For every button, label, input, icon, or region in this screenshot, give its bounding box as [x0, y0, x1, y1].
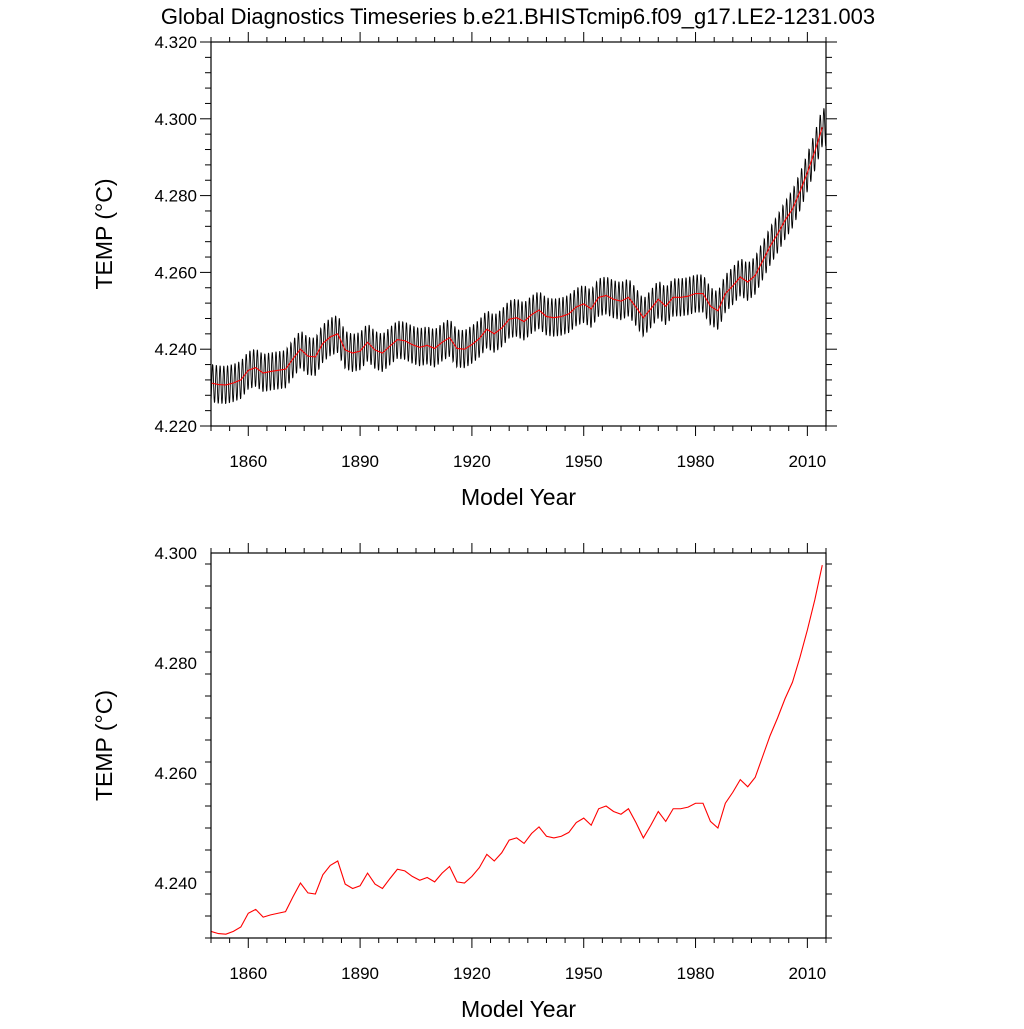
plot-frame [210, 552, 827, 939]
y-tick-label: 4.240 [154, 340, 197, 359]
y-tick-label: 4.300 [154, 544, 197, 563]
x-tick-label: 1920 [453, 452, 491, 471]
x-axis-title: Model Year [461, 996, 576, 1022]
y-tick-label: 4.260 [154, 764, 197, 783]
x-tick-label: 1980 [677, 964, 715, 983]
series-line-smoothed [211, 127, 823, 386]
x-tick-label: 1950 [565, 964, 603, 983]
x-tick-label: 1860 [229, 452, 267, 471]
upper-panel: 1860 1890 1920 1950 1980 2010 4.220 4.240 4.260 4… [91, 32, 837, 510]
y-tick-label: 4.260 [154, 263, 197, 282]
series-line-smoothed [211, 564, 823, 935]
x-tick-label: 2010 [788, 964, 826, 983]
y-axis-title: TEMP (°C) [91, 179, 117, 290]
plot-area [211, 108, 826, 404]
x-tick-label: 1890 [341, 452, 379, 471]
y-axis-title: TEMP (°C) [91, 690, 117, 801]
x-tick-label: 1950 [565, 452, 603, 471]
y-tick-label: 4.320 [154, 33, 197, 52]
plot-area [211, 564, 823, 935]
x-tick-label: 1890 [341, 964, 379, 983]
y-tick-label: 4.280 [154, 187, 197, 206]
x-tick-label: 1920 [453, 964, 491, 983]
x-axis-title: Model Year [461, 484, 576, 510]
plot-frame [210, 41, 827, 427]
series-line-monthly [211, 108, 826, 404]
lower-panel: 1860 1890 1920 1950 1980 2010 4.240 4.260 4.280 4… [91, 543, 832, 1022]
y-tick-label: 4.300 [154, 110, 197, 129]
y-tick-label: 4.220 [154, 417, 197, 436]
chart-title: Global Diagnostics Timeseries b.e21.BHIS… [161, 4, 875, 29]
x-tick-label: 1860 [229, 964, 267, 983]
x-tick-label: 1980 [677, 452, 715, 471]
x-tick-label: 2010 [788, 452, 826, 471]
y-tick-label: 4.240 [154, 874, 197, 893]
y-tick-label: 4.280 [154, 654, 197, 673]
